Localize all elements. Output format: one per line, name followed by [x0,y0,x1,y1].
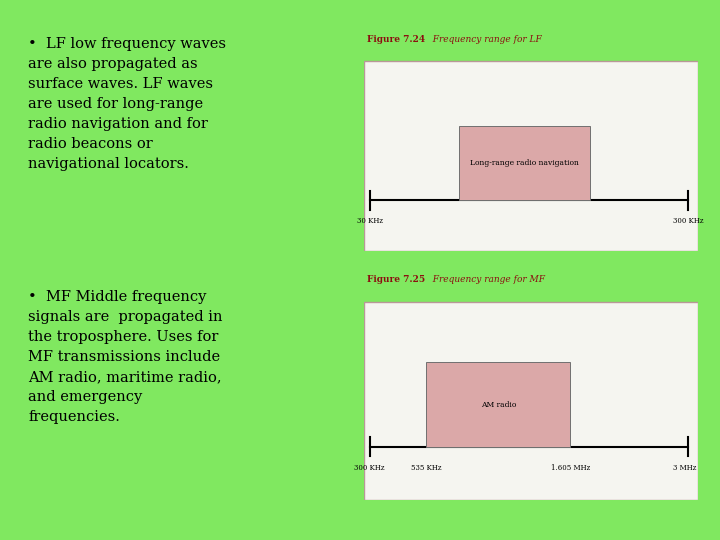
Bar [426,362,570,447]
Text: 3 MHz: 3 MHz [673,464,697,472]
Bar [459,126,590,200]
Text: 535 KHz: 535 KHz [411,464,441,472]
Text: 30 KHz: 30 KHz [357,217,384,225]
Text: •  LF low frequency waves
are also propagated as
surface waves. LF waves
are use: • LF low frequency waves are also propag… [28,37,226,171]
Text: Figure 7.24: Figure 7.24 [367,35,425,44]
Text: •  MF Middle frequency
signals are  propagated in
the troposphere. Uses for
MF t: • MF Middle frequency signals are propag… [28,290,222,424]
Text: Frequency range for MF: Frequency range for MF [427,275,545,284]
Text: 300 KHz: 300 KHz [673,217,703,225]
Text: Frequency range for LF: Frequency range for LF [427,35,542,44]
Text: 300 KHz: 300 KHz [354,464,384,472]
Text: AM radio: AM radio [480,401,516,409]
Text: 1.605 MHz: 1.605 MHz [551,464,590,472]
Text: Long-range radio navigation: Long-range radio navigation [470,159,579,167]
FancyBboxPatch shape [364,61,698,251]
Text: Figure 7.25: Figure 7.25 [367,275,425,284]
FancyBboxPatch shape [364,302,698,500]
